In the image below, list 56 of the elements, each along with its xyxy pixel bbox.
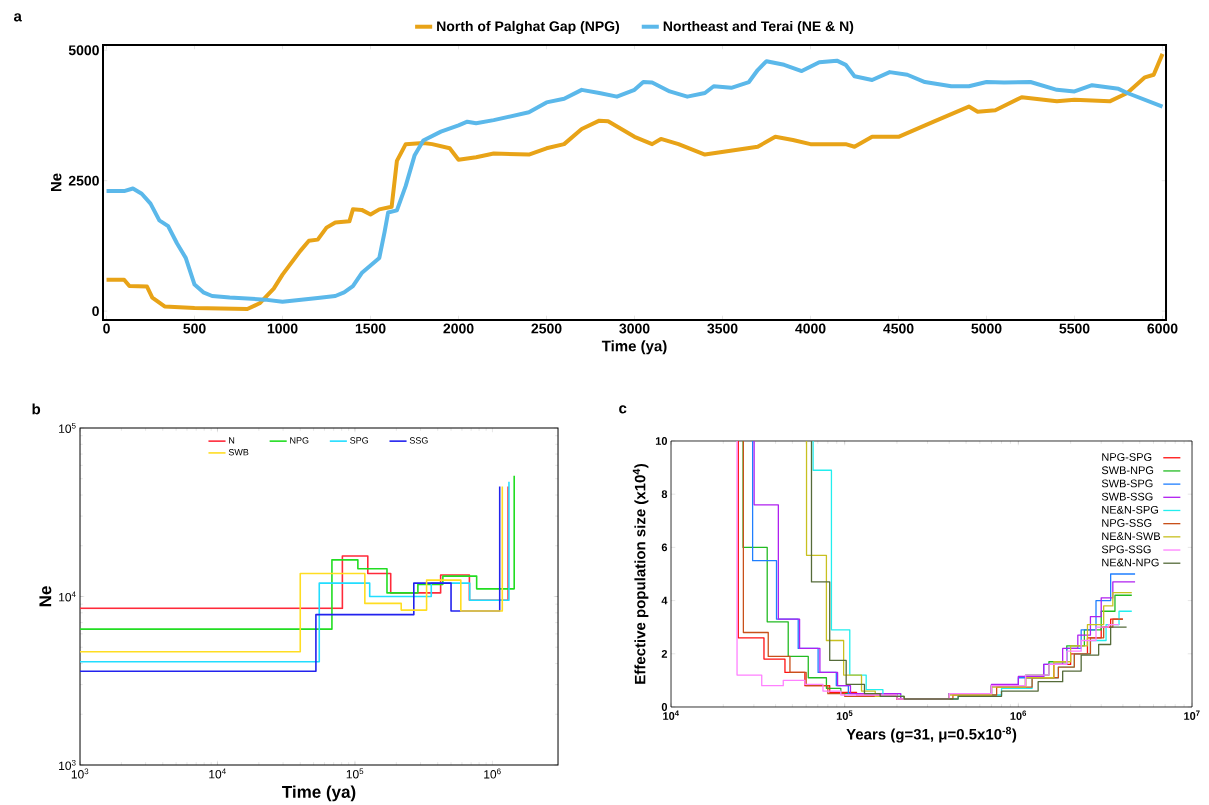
legend-label: N	[229, 437, 235, 444]
x-axis-title: Years (g=31, μ=0.5x10$^{-8}$)	[846, 727, 1017, 743]
x-tick-label: 1500	[355, 323, 386, 334]
x-tick-label: 2500	[531, 323, 562, 334]
y-axis-title: Ne	[39, 586, 52, 607]
x-axis-title: Time (ya)	[601, 340, 667, 355]
legend-label: NPG	[290, 437, 309, 444]
x-tick-label: 2000	[443, 323, 474, 334]
legend-label: NPG-SSG	[1102, 519, 1152, 528]
legend-label: SWB	[228, 449, 249, 456]
legend-label: SPG-SSG	[1101, 545, 1151, 554]
chart-title: a	[13, 13, 22, 22]
y-tick-label: 0	[661, 703, 668, 712]
x-tick-label: 1000	[267, 323, 298, 334]
x-tick-label: 10$^{6}$	[1010, 710, 1027, 721]
y-tick-label: 10	[655, 437, 668, 446]
y-tick-label: 4	[661, 597, 668, 605]
chart-title: c	[619, 405, 627, 414]
y-tick-label: 10$^{4}$	[59, 591, 76, 602]
legend-label: North of Palghat Gap (NPG)	[437, 21, 620, 35]
y-tick-label: 2500	[68, 175, 99, 186]
legend-label: SSG	[409, 437, 428, 444]
x-axis-title: Time (ya)	[282, 785, 356, 802]
y-tick-label: 10$^{3}$	[59, 760, 76, 771]
legend-label: NE&N-SPG	[1102, 506, 1158, 514]
y-tick-label: 5000	[68, 45, 99, 56]
legend-label: Northeast and Terai (NE & N)	[663, 21, 854, 35]
x-tick-label: 10$^{5}$	[346, 768, 364, 779]
x-tick-label: 10$^{5}$	[836, 710, 853, 721]
y-tick-label: 10$^{5}$	[59, 423, 76, 434]
x-tick-label: 10$^{4}$	[209, 768, 226, 779]
y-axis-title: Effective population size (x10$^{4}$)	[632, 464, 649, 684]
x-tick-label: 3500	[707, 323, 738, 334]
x-tick-label: 3000	[619, 323, 650, 334]
x-tick-label: 10$^{7}$	[1184, 710, 1200, 721]
x-tick-label: 0	[103, 323, 110, 334]
x-tick-label: 4000	[795, 323, 826, 334]
x-tick-label: 6000	[1147, 323, 1178, 334]
chart-title: b	[32, 403, 41, 415]
legend-label: SPG	[350, 437, 369, 444]
x-tick-label: 10$^{6}$	[484, 768, 501, 779]
x-tick-label: 5000	[971, 323, 1002, 334]
legend-label: NE&N-SWB	[1102, 532, 1161, 541]
legend-label: SWB-NPG	[1101, 466, 1154, 475]
y-tick-label: 0	[92, 306, 99, 317]
y-tick-label: 6	[661, 543, 668, 552]
legend-label: SWB-SSG	[1101, 492, 1153, 501]
y-axis-title: Ne	[51, 173, 62, 192]
x-tick-label: 4500	[883, 323, 914, 334]
legend-label: SWB-SPG	[1101, 479, 1153, 488]
y-tick-label: 2	[661, 650, 668, 658]
y-tick-label: 8	[661, 490, 668, 499]
x-tick-label: 5500	[1059, 323, 1090, 334]
x-tick-label: 500	[183, 323, 206, 334]
legend-label: NPG-SPG	[1102, 453, 1152, 462]
legend-label: NE&N-NPG	[1102, 558, 1159, 567]
